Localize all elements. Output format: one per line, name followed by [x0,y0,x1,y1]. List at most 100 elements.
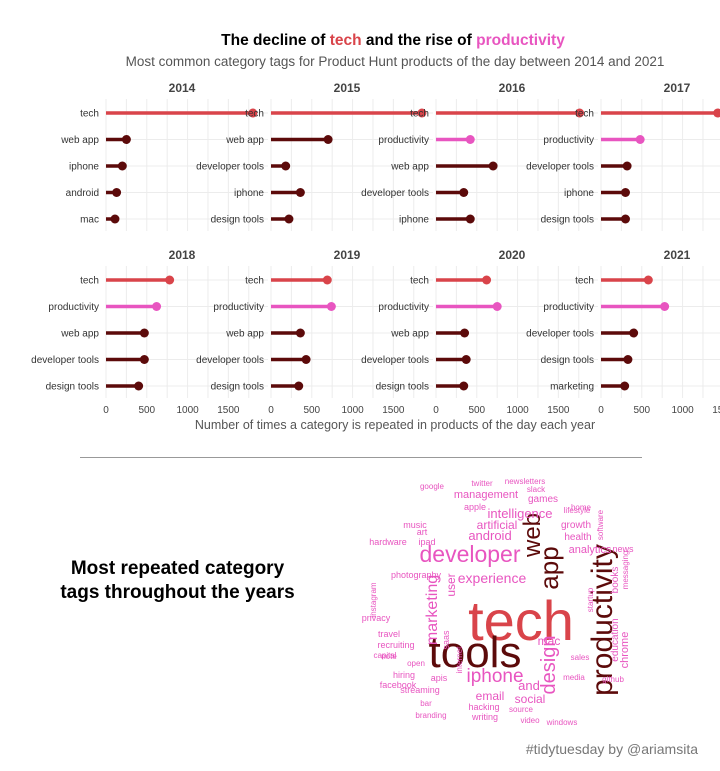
wordcloud-word: internet [455,646,464,673]
wordcloud-word: note [381,652,397,661]
x-tick-label: 500 [303,405,320,416]
wordcloud-word: recruiting [377,640,414,650]
chart-title: The decline of tech and the rise of prod… [0,32,720,50]
category-label: iphone [399,215,429,226]
wordcloud-word: source [509,705,534,714]
wordcloud-word: intelligence [487,506,552,521]
lollipop-dot [134,381,144,391]
lollipop-dot [139,328,149,338]
wordcloud-word: developer [419,541,520,567]
category-label: iphone [234,188,264,199]
wordcloud-word: social [515,692,546,706]
lollipop-dot [139,355,149,364]
wordcloud-word: experience [458,570,527,586]
wordcloud-word: apis [431,673,448,683]
category-label: tech [410,276,429,287]
wordcloud-word: bar [420,699,432,708]
category-label: tech [575,109,594,120]
wordcloud-word: startup [586,587,595,612]
x-tick-label: 1000 [341,405,364,416]
x-tick-label: 500 [468,405,485,416]
wordcloud-word: art [417,527,428,537]
lollipop-dot [165,275,175,285]
wordcloud-word: and [518,678,540,693]
wordcloud-word: newsletters [505,477,545,486]
wordcloud-word: privacy [362,613,391,623]
lollipop-dot [284,214,294,224]
wordcloud-word: analytics [569,544,612,556]
category-label: developer tools [361,188,429,199]
lollipop-dot [713,108,720,118]
wordcloud-word: home [571,503,592,512]
panel-year-label: 2018 [169,248,196,262]
category-label: web app [60,135,99,146]
x-tick-label: 0 [433,405,439,416]
wordcloud-word: tools [429,628,522,677]
wordcloud-word: chrome [619,632,631,669]
category-label: developer tools [361,355,429,366]
wordcloud-word: writing [471,712,498,722]
x-tick-label: 1500 [382,405,405,416]
panel-year-label: 2020 [499,248,526,262]
wordcloud-word: web [519,513,546,558]
section-divider [80,457,642,458]
category-label: tech [80,276,99,287]
wordcloud-word: open [407,659,425,668]
panel-year-label: 2017 [664,81,691,95]
wordcloud-word: books [610,567,621,594]
lollipop-dot [152,302,162,311]
wordcloud-word: health [564,532,591,543]
lollipop-dot [110,214,120,224]
title-middle: and the rise of [361,32,477,49]
category-label: design tools [541,215,594,226]
wordcloud-word: android [468,528,511,543]
wordcloud-word: hiring [393,670,415,680]
title-prefix: The decline of [221,32,330,49]
category-label: tech [80,109,99,120]
category-label: developer tools [196,162,264,173]
lollipop-small-multiples: 2014 tech web app iphone android mac 2015 tech w… [31,81,720,432]
x-tick-label: 1500 [712,405,720,416]
x-tick-label: 1000 [671,405,694,416]
lollipop-dot [323,135,333,144]
category-label: developer tools [526,329,594,340]
panel-year-label: 2016 [499,81,526,95]
lollipop-dot [465,214,475,224]
wordcloud-word: slack [527,485,546,494]
lollipop-dot [459,381,469,391]
x-tick-label: 0 [103,405,109,416]
wordcloud-word: video [520,716,540,725]
wordcloud-word: artificial [477,518,518,532]
category-label: design tools [541,355,594,366]
wordcloud-word: games [528,494,558,505]
wordcloud-word: tech [468,589,574,652]
category-label: android [66,188,99,199]
wordcloud-word: instagram [369,582,378,617]
lollipop-dot [459,188,469,197]
lollipop-dot [281,161,291,171]
category-label: developer tools [196,355,264,366]
wordcloud-word: apple [464,502,486,512]
lollipop-dot [488,161,498,171]
lollipop-dot [492,302,502,311]
wordcloud-word: growth [561,520,591,531]
category-label: iphone [69,162,99,173]
lollipop-dot [622,161,632,171]
wordcloud-word: windows [546,718,578,727]
wordcloud-word: hardware [369,537,407,547]
category-label: web app [390,329,429,340]
wordcloud-word: branding [415,711,446,720]
lollipop-dot [112,188,122,197]
caption: #tidytuesday by @ariamsita [525,741,698,757]
lollipop-dot [620,188,630,197]
category-label: design tools [211,215,264,226]
wordcloud-word: music [403,520,427,530]
x-tick-label: 1500 [547,405,570,416]
lollipop-dot [465,135,475,144]
lollipop-dot [322,275,332,285]
x-tick-label: 500 [138,405,155,416]
category-label: web app [60,329,99,340]
wordcloud-word: facebook [380,680,417,690]
category-label: web app [390,162,429,173]
lollipop-dot [461,355,471,364]
